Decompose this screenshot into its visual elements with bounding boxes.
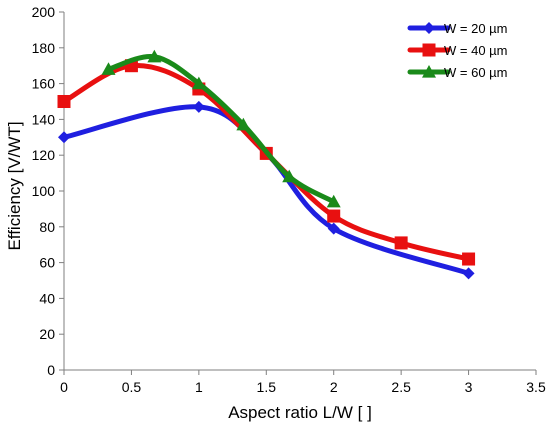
data-point — [462, 252, 476, 266]
data-point — [282, 169, 297, 183]
legend-label: W = 60 µm — [444, 65, 507, 80]
series-layer — [57, 49, 476, 280]
x-tick-label: 0 — [60, 379, 68, 395]
x-tick-label: 3.5 — [526, 379, 546, 395]
x-tick-label: 1 — [195, 379, 203, 395]
y-tick-label: 60 — [39, 255, 55, 271]
data-point — [147, 49, 162, 63]
data-point — [327, 209, 341, 223]
y-tick-label: 160 — [32, 76, 56, 92]
x-tick-label: 3 — [465, 379, 473, 395]
data-point — [394, 236, 408, 250]
legend: W = 20 µm W = 40 µm W = 60 µm — [407, 21, 507, 80]
data-point — [57, 95, 71, 108]
data-point — [236, 117, 251, 131]
x-tick-label: 0.5 — [122, 379, 142, 395]
y-tick-label: 120 — [32, 147, 56, 163]
data-point — [58, 131, 70, 144]
legend-label: W = 20 µm — [444, 21, 507, 36]
y-tick-label: 180 — [32, 40, 56, 56]
legend-marker — [422, 65, 436, 78]
data-point — [192, 100, 205, 113]
y-tick-label: 0 — [47, 362, 55, 378]
y-tick-label: 40 — [39, 290, 55, 306]
y-tick-label: 140 — [32, 111, 56, 127]
series-3 — [101, 49, 341, 208]
data-point — [462, 267, 475, 280]
data-point — [326, 194, 341, 208]
legend-item: W = 60 µm — [407, 65, 507, 80]
x-tick-label: 1.5 — [257, 379, 277, 395]
legend-item: W = 40 µm — [407, 43, 507, 58]
legend-marker — [422, 43, 436, 57]
legend-marker — [423, 22, 435, 34]
y-tick-label: 200 — [32, 4, 56, 20]
y-tick-label: 20 — [39, 326, 55, 342]
legend-label: W = 40 µm — [444, 43, 507, 58]
data-point — [327, 222, 340, 235]
x-tick-label: 2.5 — [391, 379, 411, 395]
data-point — [101, 62, 116, 75]
y-axis-title: Efficiency [V/WT] — [5, 121, 24, 250]
y-tick-label: 80 — [39, 219, 55, 235]
x-tick-label: 2 — [330, 379, 338, 395]
data-point — [191, 76, 206, 90]
axes: 0 20 40 60 80 100 120 140 160 180 200 0 0.5 1 1.5 2 2.5 3… — [32, 4, 546, 395]
legend-item: W = 20 µm — [407, 21, 507, 36]
y-tick-label: 100 — [32, 183, 56, 199]
x-axis-title: Aspect ratio L/W [ ] — [228, 403, 372, 422]
